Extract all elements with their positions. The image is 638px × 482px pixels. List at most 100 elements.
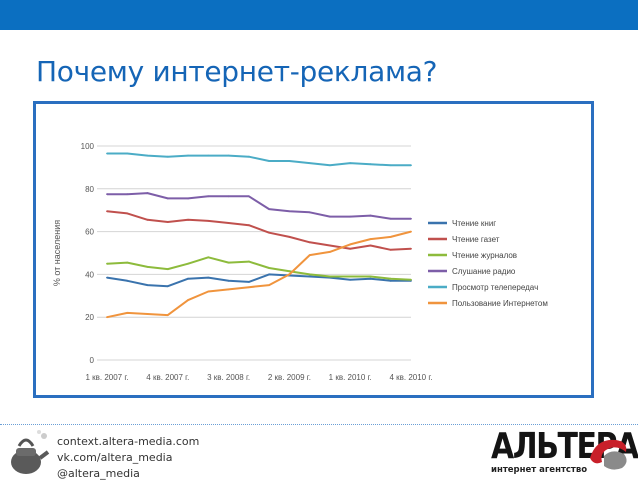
data-point	[329, 164, 331, 167]
data-point	[207, 256, 210, 259]
data-point	[349, 247, 352, 250]
data-point	[288, 273, 291, 276]
data-point	[126, 312, 129, 314]
contact-twitter-link[interactable]: @altera_media	[57, 467, 140, 480]
data-point	[410, 278, 412, 281]
data-point	[227, 222, 230, 224]
data-point	[268, 273, 271, 276]
legend-label: Пользование Интернетом	[452, 299, 548, 308]
data-point	[106, 152, 108, 155]
data-point	[268, 160, 271, 162]
series-line	[106, 273, 411, 288]
data-point	[227, 154, 230, 157]
data-point	[369, 275, 372, 278]
data-point	[410, 164, 412, 167]
data-point	[106, 193, 108, 196]
data-point	[369, 214, 372, 217]
data-point	[166, 155, 169, 158]
legend-label: Чтение книг	[452, 219, 496, 228]
footer-contacts: context.altera-media.com vk.com/altera_m…	[57, 434, 199, 482]
x-tick-label: 3 кв. 2008 г.	[207, 373, 250, 382]
data-point	[187, 262, 189, 265]
data-point	[268, 284, 271, 286]
logo-subtitle: интернет агентство	[491, 465, 588, 475]
y-tick-label: 60	[85, 228, 94, 237]
data-point	[187, 299, 189, 301]
data-point	[389, 236, 392, 238]
contact-vk-link[interactable]: vk.com/altera_media	[57, 451, 173, 464]
data-point	[207, 220, 210, 222]
series-line	[107, 152, 411, 167]
y-tick-label: 100	[81, 142, 95, 151]
data-point	[187, 218, 189, 221]
x-tick-label: 1 кв. 2010 г.	[329, 373, 372, 382]
data-point	[146, 218, 149, 221]
y-axis-label: % от населения	[52, 220, 62, 286]
series-lines	[106, 152, 412, 319]
data-point	[247, 260, 250, 263]
y-tick-label: 40	[85, 270, 94, 279]
data-point	[369, 244, 372, 247]
data-point	[410, 247, 412, 250]
series-line	[107, 192, 411, 220]
data-point	[268, 231, 271, 234]
legend-label: Слушание радио	[452, 267, 516, 276]
data-point	[349, 243, 352, 246]
y-tick-label: 20	[85, 313, 94, 322]
data-point	[329, 244, 331, 247]
data-point	[369, 163, 372, 166]
logo-word: АЛЬТЕРА	[491, 425, 638, 468]
data-point	[227, 261, 230, 264]
data-point	[247, 155, 250, 158]
contact-site-link[interactable]: context.altera-media.com	[57, 435, 200, 448]
data-point	[389, 279, 392, 282]
data-point	[166, 197, 169, 200]
top-bar	[0, 0, 638, 30]
data-point	[126, 261, 129, 264]
data-point	[166, 285, 169, 288]
data-point	[106, 276, 108, 279]
data-point	[268, 208, 271, 211]
data-point	[207, 154, 210, 157]
x-tick-label: 1 кв. 2007 г.	[85, 373, 128, 382]
series-line	[106, 210, 412, 251]
y-tick-label: 80	[85, 185, 94, 194]
data-point	[329, 215, 331, 218]
data-point	[227, 279, 230, 282]
x-tick-labels: 1 кв. 2007 г. 4 кв. 2007 г. 3 кв. 2008 г. 2…	[85, 373, 432, 382]
data-point	[146, 266, 149, 268]
data-point	[207, 276, 210, 279]
data-point	[308, 211, 311, 214]
data-point	[349, 275, 352, 278]
data-point	[187, 277, 189, 280]
data-point	[126, 193, 129, 196]
x-tick-label: 4 кв. 2010 г.	[389, 373, 432, 382]
series-line	[106, 256, 412, 281]
data-point	[106, 316, 108, 319]
y-tick-labels: 0 20 40 60 80 100	[81, 142, 95, 365]
data-point	[308, 254, 311, 257]
page-title: Почему интернет-реклама?	[36, 55, 438, 88]
data-point	[126, 212, 129, 215]
data-point	[146, 192, 149, 194]
data-point	[227, 195, 230, 198]
data-point	[288, 236, 291, 238]
data-point	[146, 154, 149, 157]
data-point	[389, 248, 392, 251]
data-point	[146, 284, 149, 286]
data-point	[106, 210, 108, 213]
data-point	[389, 217, 392, 220]
footer-divider	[0, 424, 638, 425]
data-point	[247, 286, 250, 289]
data-point	[106, 262, 108, 265]
data-point	[247, 280, 250, 283]
data-point	[166, 268, 169, 270]
legend-label: Чтение газет	[452, 235, 500, 244]
data-point	[349, 278, 352, 281]
kettle-icon	[11, 430, 50, 474]
data-point	[308, 273, 311, 276]
data-point	[308, 162, 311, 165]
data-point	[308, 275, 311, 278]
series-line	[106, 230, 412, 319]
data-point	[410, 217, 412, 220]
